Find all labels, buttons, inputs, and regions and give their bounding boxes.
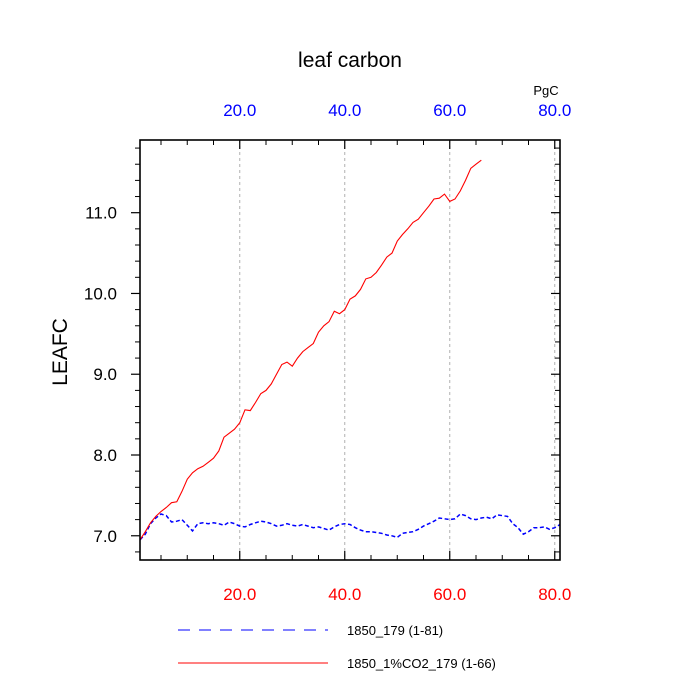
y-tick-label: 10.0 (84, 284, 117, 303)
axis-ticks (131, 140, 560, 560)
x-tick-label-top: 40.0 (328, 101, 361, 120)
x-tick-label-top: 20.0 (223, 101, 256, 120)
x-tick-label-top: 80.0 (538, 101, 571, 120)
y-tick-label: 8.0 (93, 446, 117, 465)
grid-lines (239, 140, 556, 560)
y-axis-label: LEAFC (49, 318, 72, 386)
tick-labels: 20.0 20.0 40.0 40.0 60.0 60.0 80.0 80.0 7.0 8.0 9.… (84, 101, 571, 604)
series-line-1 (139, 513, 561, 541)
x-tick-label-bottom: 40.0 (328, 585, 361, 604)
x-tick-label-bottom: 80.0 (538, 585, 571, 604)
legend-label-1: 1850_179 (1-81) (347, 623, 443, 638)
legend: 1850_179 (1-81) 1850_1%CO2_179 (1-66) (178, 623, 496, 671)
y-tick-label: 7.0 (93, 527, 117, 546)
series-lines (139, 159, 561, 541)
y-tick-label: 11.0 (85, 204, 117, 223)
series-line-2 (139, 159, 482, 541)
units-label: PgC (533, 83, 558, 98)
plot-frame (139, 139, 561, 561)
chart-title: leaf carbon (298, 49, 402, 72)
x-tick-label-top: 60.0 (433, 101, 466, 120)
x-tick-label-bottom: 20.0 (223, 585, 256, 604)
legend-label-2: 1850_1%CO2_179 (1-66) (347, 656, 496, 671)
y-tick-label: 9.0 (93, 365, 117, 384)
x-tick-label-bottom: 60.0 (433, 585, 466, 604)
